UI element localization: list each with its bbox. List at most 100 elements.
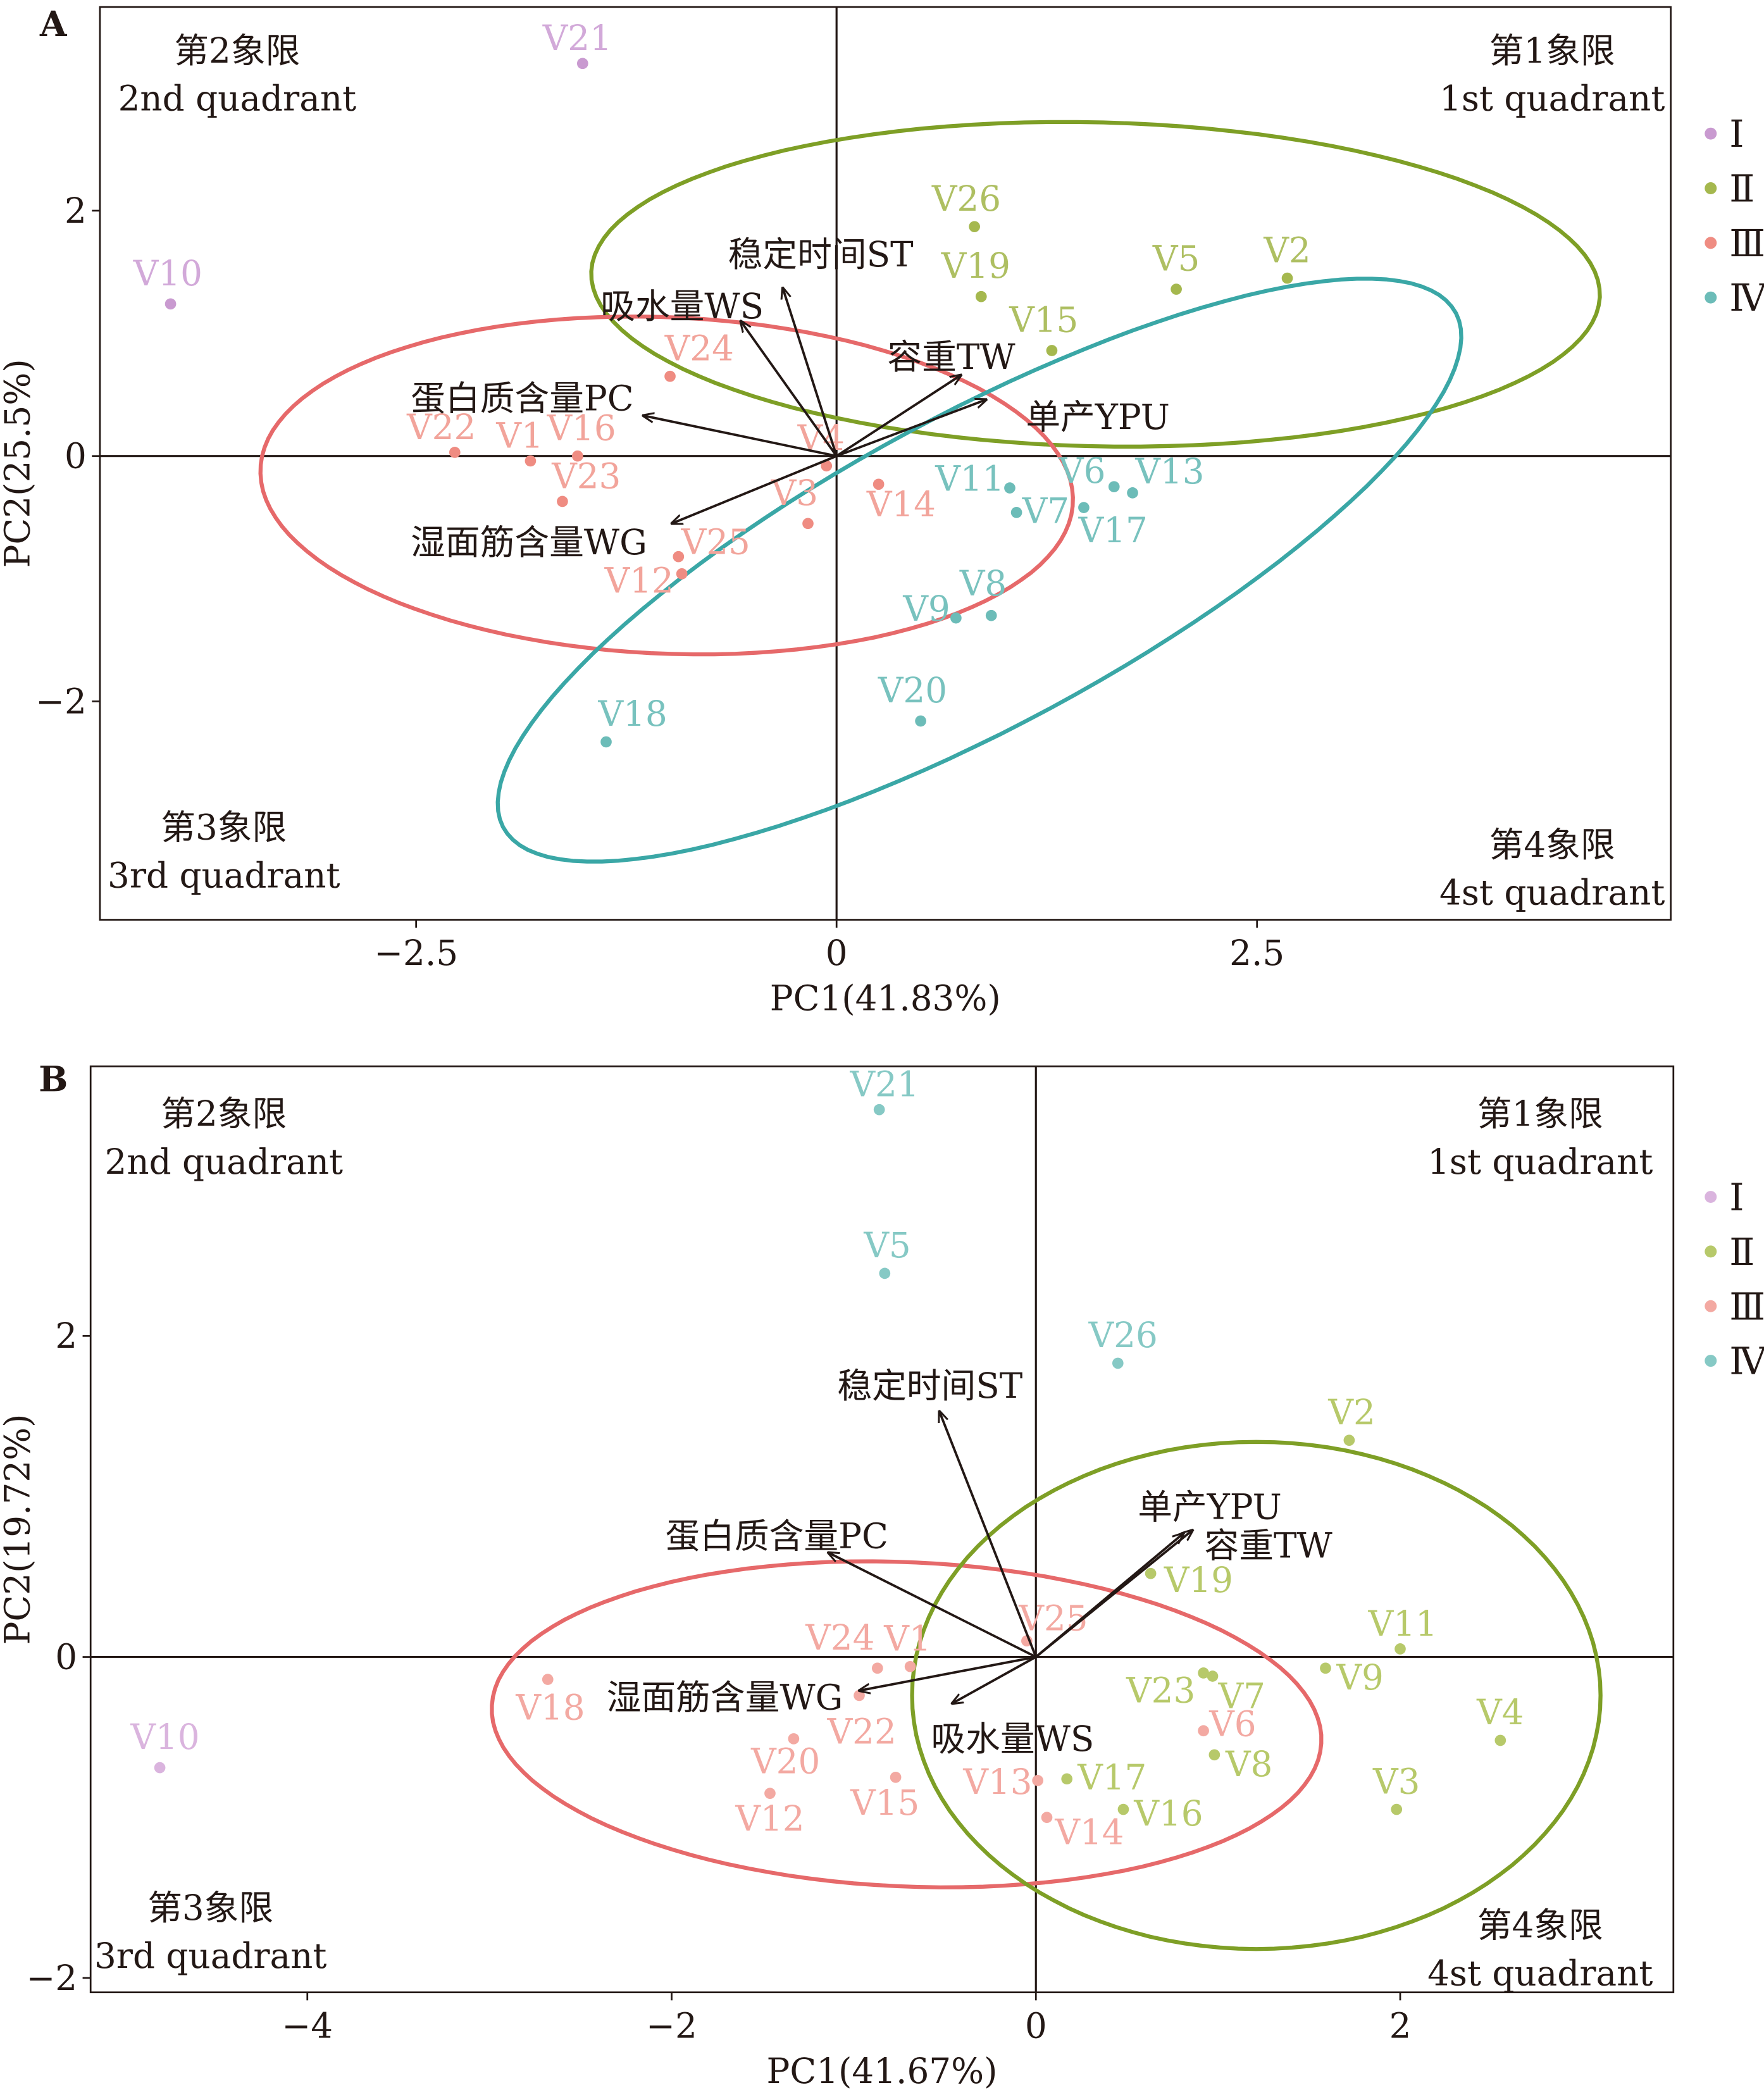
data-point-V6: [1198, 1725, 1209, 1737]
data-point-V9: [950, 612, 962, 624]
point-label-V6: V6: [1208, 1704, 1256, 1745]
quadrant-label-q1-en: 1st quadrant: [1439, 78, 1665, 119]
loading-label: 蛋白质含量PC: [411, 378, 633, 418]
point-label-V15: V15: [1009, 299, 1078, 340]
y-tick-label: 2: [55, 1316, 77, 1356]
point-label-V24: V24: [805, 1617, 874, 1658]
data-point-V5: [1171, 283, 1182, 295]
point-label-V24: V24: [664, 328, 734, 368]
panel-letter: B: [39, 1059, 68, 1100]
quadrant-label-q1-cn: 第1象限: [1477, 1093, 1603, 1134]
loading-arrow: [952, 1655, 1037, 1704]
data-point-V16: [571, 450, 583, 462]
point-label-V4: V4: [1476, 1692, 1524, 1732]
point-label-V7: V7: [1218, 1676, 1265, 1717]
point-label-V18: V18: [515, 1687, 585, 1727]
loading-arrow: [643, 416, 837, 457]
plot-frame: [99, 6, 1672, 921]
quadrant-label-q2-cn: 第2象限: [174, 30, 300, 71]
loading-label: 湿面筋含量WG: [607, 1677, 843, 1718]
y-tick-label: −2: [26, 1958, 77, 1998]
confidence-ellipse-group-III: [490, 1559, 1324, 1889]
data-point-V20: [915, 715, 926, 727]
point-label-V6: V6: [1058, 451, 1105, 491]
legend-marker-IV: [1705, 1355, 1717, 1367]
legend-label-IV: Ⅳ: [1729, 276, 1764, 320]
point-label-V13: V13: [962, 1762, 1032, 1802]
data-point-V9: [1320, 1662, 1331, 1674]
legend-label-II: Ⅱ: [1729, 167, 1755, 211]
data-point-V7: [1010, 507, 1022, 518]
data-point-V23: [1198, 1667, 1209, 1679]
legend-label-I: Ⅰ: [1729, 112, 1744, 156]
point-label-V21: V21: [542, 18, 612, 58]
data-point-V8: [985, 609, 997, 621]
data-point-V17: [1078, 502, 1090, 513]
point-label-V11: V11: [935, 458, 1004, 499]
quadrant-label-q2-en: 2nd quadrant: [118, 78, 357, 119]
quadrant-label-q2-cn: 第2象限: [161, 1093, 287, 1134]
data-point-V14: [1041, 1812, 1053, 1824]
quadrant-label-q3-en: 3rd quadrant: [94, 1936, 326, 1976]
x-axis-label: PC1(41.83%): [770, 978, 1001, 1019]
quadrant-label-q4-en: 4st quadrant: [1439, 873, 1665, 913]
point-label-V22: V22: [406, 407, 476, 447]
point-label-V17: V17: [1077, 1757, 1146, 1798]
point-label-V15: V15: [850, 1782, 919, 1823]
legend-label-III: Ⅲ: [1729, 221, 1764, 265]
loading-arrow: [783, 288, 838, 457]
x-axis-label: PC1(41.67%): [767, 2051, 998, 2090]
point-label-V3: V3: [1372, 1761, 1420, 1801]
loading-arrow: [859, 1655, 1036, 1691]
data-point-V12: [764, 1788, 776, 1800]
data-point-V1: [525, 455, 537, 467]
loading-arrow: [1035, 1530, 1193, 1658]
point-label-V17: V17: [1078, 510, 1148, 550]
point-label-V3: V3: [771, 473, 818, 513]
point-label-V25: V25: [1018, 1598, 1088, 1638]
loading-label: 蛋白质含量PC: [665, 1516, 888, 1557]
data-point-V19: [1145, 1567, 1157, 1579]
data-point-V8: [1208, 1749, 1221, 1761]
confidence-ellipse-group-II: [589, 120, 1602, 449]
point-label-V5: V5: [1152, 239, 1200, 279]
legend-marker-III: [1705, 1300, 1717, 1312]
data-point-V11: [1394, 1643, 1406, 1655]
y-tick-label: −2: [35, 681, 87, 721]
point-label-V12: V12: [604, 560, 674, 600]
legend-marker-II: [1705, 1245, 1717, 1258]
legend-label-IV: Ⅳ: [1729, 1340, 1764, 1383]
data-point-V12: [676, 568, 688, 580]
quadrant-label-q3-cn: 第3象限: [147, 1888, 273, 1928]
x-tick-label: 0: [826, 933, 848, 973]
point-label-V22: V22: [827, 1711, 897, 1751]
point-label-V26: V26: [931, 178, 1001, 219]
point-label-V2: V2: [1327, 1392, 1375, 1433]
point-label-V1: V1: [495, 415, 543, 456]
data-point-V2: [1343, 1434, 1355, 1446]
quadrant-label-q1-cn: 第1象限: [1489, 30, 1615, 71]
y-tick-label: 0: [55, 1637, 77, 1677]
y-tick-label: 0: [65, 436, 87, 476]
data-point-V13: [1127, 487, 1138, 499]
point-label-V13: V13: [1134, 451, 1204, 492]
data-point-V3: [1391, 1803, 1403, 1815]
loading-arrow: [672, 454, 837, 524]
data-point-V16: [1117, 1803, 1129, 1815]
loading-label: 单产YPU: [1138, 1486, 1282, 1527]
data-point-V23: [557, 495, 568, 507]
legend-marker-III: [1705, 237, 1717, 249]
point-label-V1: V1: [883, 1619, 931, 1659]
point-label-V7: V7: [1022, 491, 1069, 532]
legend-label-I: Ⅰ: [1729, 1176, 1744, 1219]
panel-a: A −2.5 0 2.5 −2 0 2 PC1(41.83%) PC2(25.5%) 第1象限 1s…: [0, 4, 1764, 1019]
data-point-V24: [871, 1662, 883, 1674]
point-label-V5: V5: [863, 1225, 910, 1266]
point-label-V9: V9: [1336, 1657, 1384, 1698]
confidence-ellipse-group-III: [258, 314, 1075, 657]
data-point-V14: [873, 478, 885, 490]
point-label-V26: V26: [1088, 1315, 1158, 1355]
x-tick-label: 2.5: [1229, 933, 1284, 973]
loading-label: 容重TW: [887, 337, 1016, 377]
